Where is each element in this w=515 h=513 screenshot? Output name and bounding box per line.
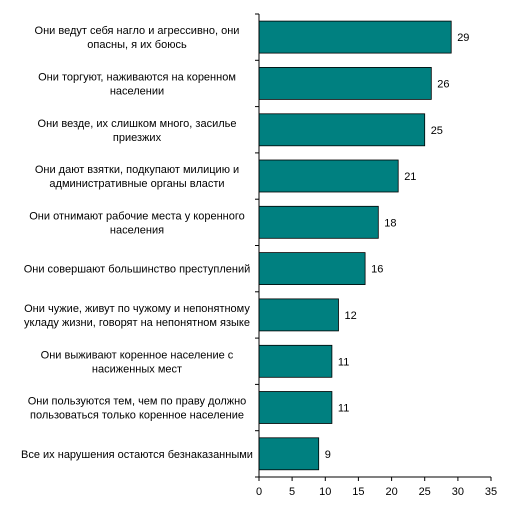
category-label-5: Они совершают большинство преступлений [24,264,251,276]
x-tick-label-0: 0 [256,486,262,498]
value-label-1: 26 [437,78,449,90]
category-label-2: Они везде, их слишком много, засилье прие… [38,118,237,144]
value-label-3: 21 [404,171,416,183]
value-label-8: 11 [338,403,349,415]
category-label-4-line-0: Они отнимают рабочие места у коренного [29,210,244,222]
x-tick-label-7: 35 [485,486,497,498]
category-label-1-line-1: населении [110,85,164,97]
bars-layer [258,20,452,471]
category-label-9-line-0: Все их нарушения остаются безнаказанными [21,449,253,461]
category-label-3: Они дают взятки, подкупают милицию и адми… [35,164,239,190]
value-label-0: 29 [457,32,469,44]
x-tick-label-6: 30 [452,486,464,498]
x-tick-label-5: 25 [419,486,431,498]
bar-3 [258,159,399,193]
x-tick-label-3: 15 [352,486,364,498]
category-label-4: Они отнимают рабочие места у коренного на… [29,210,244,236]
category-label-6: Они чужие, живут по чужому и непонятному… [24,303,250,329]
bar-8 [258,391,333,424]
category-label-5-line-0: Они совершают большинство преступлений [24,264,251,276]
bar-1 [258,67,432,100]
category-label-0-line-0: Они ведут себя нагло и агрессивно, они [35,25,240,37]
category-label-3-line-0: Они дают взятки, подкупают милицию и [35,164,239,176]
x-tick-label-1: 5 [289,486,295,498]
value-label-5: 16 [371,264,383,276]
category-label-7-line-1: насиженных мест [92,363,182,375]
category-label-8-line-0: Они пользуются тем, чем по праву должно [28,396,247,408]
category-label-2-line-1: приезжих [113,132,162,144]
value-label-9: 9 [325,449,331,461]
value-label-4: 18 [384,217,396,229]
category-label-1-line-0: Они торгуют, наживаются на коренном [38,71,236,83]
category-label-8: Они пользуются тем, чем по праву должно п… [28,396,247,422]
category-label-3-line-1: административные органы власти [49,178,224,190]
labels-layer: 29 Они ведут себя нагло и агрессивно, они… [21,25,497,498]
category-label-0: Они ведут себя нагло и агрессивно, они оп… [35,25,240,51]
category-label-8-line-1: пользоваться только коренное население [30,410,244,422]
category-label-6-line-1: укладу жизни, говорят на непонятном язык… [24,317,250,329]
x-tick-label-4: 20 [385,486,397,498]
category-label-2-line-0: Они везде, их слишком много, засилье [38,118,237,130]
category-label-6-line-0: Они чужие, живут по чужому и непонятному [24,303,250,315]
x-tick-label-2: 10 [319,486,331,498]
bar-4 [258,205,379,239]
axes-layer [255,13,492,481]
value-label-6: 12 [345,310,357,322]
bar-9 [258,437,320,471]
value-label-2: 25 [431,125,443,137]
bar-0 [258,20,452,54]
bar-5 [258,252,366,286]
bar-2 [258,113,426,147]
bar-7 [258,344,333,378]
category-label-7: Они выживают коренное население с насижен… [41,349,234,375]
category-label-4-line-1: населения [110,224,164,236]
bar-6 [258,298,339,332]
category-label-9: Все их нарушения остаются безнаказанными [21,449,253,461]
category-label-0-line-1: опасны, я их боюсь [87,39,187,51]
value-label-7: 11 [338,356,349,368]
category-label-7-line-0: Они выживают коренное население с [41,349,234,361]
category-label-1: Они торгуют, наживаются на коренном насел… [38,71,236,97]
